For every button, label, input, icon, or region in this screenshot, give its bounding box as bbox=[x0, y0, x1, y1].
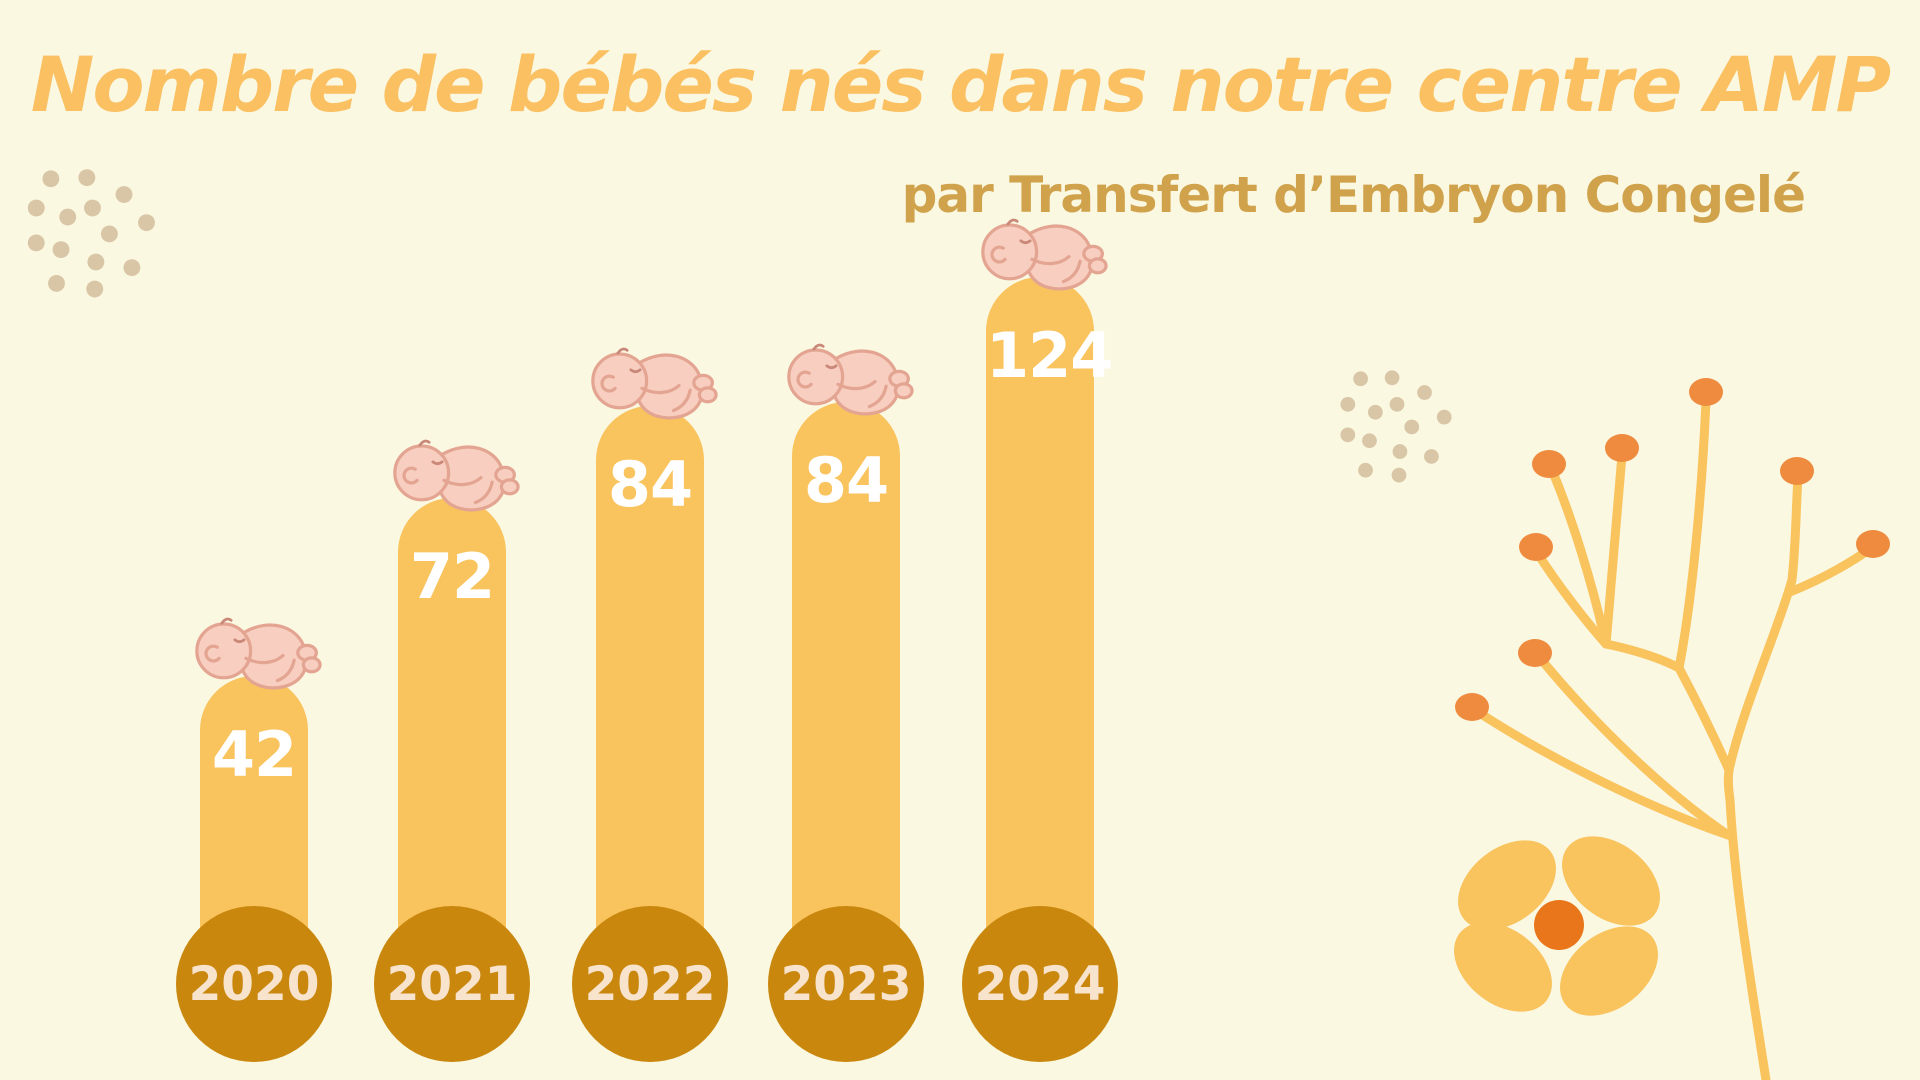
baby-icon-wrap bbox=[188, 612, 328, 700]
baby-icon-wrap bbox=[974, 213, 1114, 301]
flower-icon bbox=[1454, 836, 1660, 1016]
berry-icons bbox=[1455, 378, 1890, 721]
year-badge-2021: 2021 bbox=[374, 906, 530, 1062]
baby-icon-wrap bbox=[780, 338, 920, 426]
baby-icon-wrap bbox=[584, 342, 724, 430]
year-badge-2020: 2020 bbox=[176, 906, 332, 1062]
bar-value-label: 84 bbox=[607, 448, 693, 521]
dots-cluster-right-icon bbox=[1340, 370, 1452, 483]
chart-subtitle: par Transfert d’Embryon Congelé bbox=[901, 166, 1806, 224]
bar-2022: 84 bbox=[596, 406, 704, 1010]
year-badge-2023: 2023 bbox=[768, 906, 924, 1062]
bar-2024: 124 bbox=[986, 277, 1113, 1010]
baby-icon-wrap bbox=[386, 434, 526, 522]
chart-title: Nombre de bébés nés dans notre centre AM… bbox=[30, 40, 1892, 129]
dots-cluster-left-icon bbox=[27, 169, 155, 298]
baby-icon bbox=[591, 347, 718, 420]
bar-value-label: 124 bbox=[986, 319, 1113, 392]
bar-value-label: 72 bbox=[409, 540, 495, 613]
baby-icon bbox=[981, 218, 1108, 291]
branch-icon bbox=[1454, 378, 1890, 1080]
baby-icon bbox=[787, 343, 914, 416]
bar-value-label: 42 bbox=[211, 718, 297, 791]
baby-icon bbox=[393, 439, 520, 512]
year-badge-2024: 2024 bbox=[962, 906, 1118, 1062]
bar-value-label: 84 bbox=[803, 444, 889, 517]
year-badge-2022: 2022 bbox=[572, 906, 728, 1062]
baby-icon bbox=[195, 617, 322, 690]
